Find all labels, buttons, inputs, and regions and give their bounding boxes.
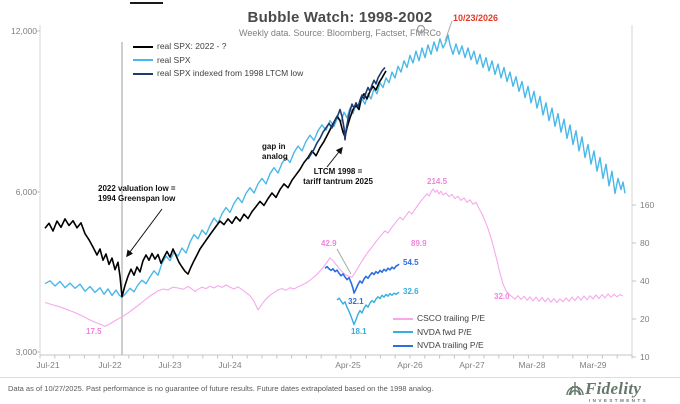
fidelity-investments-text: INVESTMENTS [589,397,649,403]
fidelity-wordmark: Fidelity [585,379,642,398]
chart-subtitle: Weekly data. Source: Bloomberg, Factset,… [239,28,441,38]
legend-label: real SPX [157,54,191,65]
legend-bottom: CSCO trailing P/E NVDA fwd P/E NVDA trai… [393,312,485,353]
peak-date-label: 10/23/2026 [453,13,499,23]
legend-item-spx-real: real SPX [133,54,303,68]
y-right-tick-10: 10 [640,352,650,362]
legend-item-csco: CSCO trailing P/E [393,312,485,326]
x-tick-jul21: Jul-21 [36,360,60,370]
fidelity-pyramid-icon [566,381,584,396]
y-right-tick-40: 40 [640,276,650,286]
x-tick-mar29: Mar-29 [579,360,607,370]
footer-divider [0,377,680,378]
x-tick-apr26: Apr-26 [397,360,423,370]
y-left-tick-12000: 12,000 [11,26,37,36]
csco-dip-connector [336,248,352,275]
disclaimer-text: Data as of 10/27/2025. Past performance … [8,384,434,393]
legend-label: CSCO trailing P/E [417,313,486,323]
x-tick-mar28: Mar-28 [518,360,546,370]
nvda-trailing-swatch-line [393,344,413,347]
fidelity-logo: Fidelity INVESTMENTS [565,379,648,403]
x-tick-jul23: Jul-23 [158,360,182,370]
axis-ticks [39,355,633,359]
spx_2022-line [44,70,387,298]
csco-peak-value: 214.5 [427,177,448,186]
valuation-low-arrow [126,208,163,258]
legend-item-spx-2022: real SPX: 2022 - ? [133,40,303,54]
nvda-fwd-swatch-line [393,331,413,334]
gap-in-analog-note: gap in analog [262,142,288,161]
ltcm-note: LTCM 1998 = tariff tantrum 2025 [303,167,373,186]
nvda-fwd-current-value: 32.6 [403,287,419,296]
csco-dip-value: 42.9 [321,239,337,248]
nvda_trailing-line [324,263,400,294]
nvda_fwd-line [336,291,400,326]
peak-date-connector [444,20,453,42]
legend-top: real SPX: 2022 - ? real SPX real SPX ind… [133,40,303,81]
legend-item-nvda-trailing: NVDA trailing P/E [393,339,485,353]
csco-line [44,188,624,327]
legend-item-nvda-fwd: NVDA fwd P/E [393,326,485,340]
legend-item-spx-1998: real SPX indexed from 1998 LTCM low [133,67,303,81]
y-right-tick-80: 80 [640,238,650,248]
y-axis-ticks [36,30,636,358]
x-tick-jul22: Jul-22 [98,360,122,370]
nvda-trailing-low-value: 32.1 [348,297,364,306]
csco-current-value: 89.9 [411,239,427,248]
spx-real-swatch-line [133,59,153,62]
nvda-fwd-low-value: 18.1 [351,327,367,336]
legend-label: NVDA fwd P/E [417,326,472,337]
csco-swatch-line [393,317,413,320]
ltcm-arrow [326,146,343,168]
csco-low-value: 17.5 [86,327,102,336]
legend-label: real SPX: 2022 - ? [157,41,227,51]
y-right-tick-160: 160 [640,200,655,210]
legend-label: real SPX indexed from 1998 LTCM low [157,68,304,78]
nvda-trailing-current-value: 54.5 [403,258,419,267]
spx_real-line [44,34,626,298]
spx-2022-swatch-line [133,45,153,48]
valuation-low-note: 2022 valuation low = 1994 Greenspan low [98,184,176,203]
chart-title: Bubble Watch: 1998-2002 [247,9,433,26]
csco-end-value: 32.0 [494,292,510,301]
y-right-tick-20: 20 [640,314,650,324]
x-tick-apr27: Apr-27 [459,360,485,370]
x-tick-apr25: Apr-25 [335,360,361,370]
y-left-tick-6000: 6,000 [15,187,37,197]
top-artifact-line [130,2,163,4]
series-lines [44,34,626,327]
y-left-tick-3000: 3,000 [15,347,37,357]
peak-marker-circle [416,24,426,34]
x-tick-jul24: Jul-24 [218,360,242,370]
spx_1998-line [307,66,386,160]
spx-1998-swatch-line [133,72,153,75]
legend-label: NVDA trailing P/E [417,340,484,350]
